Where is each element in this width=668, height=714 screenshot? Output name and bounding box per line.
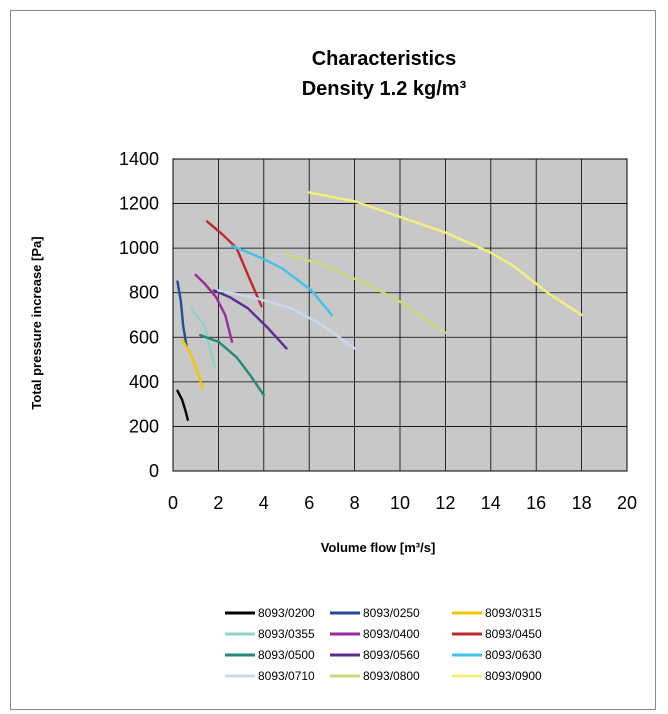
y-tick-label: 400 bbox=[129, 372, 159, 392]
y-tick-label: 1200 bbox=[119, 194, 159, 214]
series-line-8093-0800 bbox=[285, 253, 447, 334]
y-tick-label: 200 bbox=[129, 416, 159, 436]
series-line-8093-0355 bbox=[189, 307, 217, 368]
y-axis-label: Total pressure increase [Pa] bbox=[29, 236, 44, 409]
legend-entry-label: 8093/0250 bbox=[363, 606, 420, 620]
x-axis-label: Volume flow [m³/s] bbox=[321, 540, 436, 555]
legend-entry-label: 8093/0560 bbox=[363, 648, 420, 662]
legend-entry-label: 8093/0200 bbox=[258, 606, 315, 620]
series-line-8093-0250 bbox=[176, 280, 188, 348]
x-tick-label: 8 bbox=[350, 493, 360, 513]
y-tick-label: 0 bbox=[149, 461, 159, 481]
chart-title-line-2: Density 1.2 kg/m³ bbox=[302, 78, 467, 100]
series-line-8093-0200 bbox=[176, 389, 190, 421]
series-line-8093-0560 bbox=[212, 289, 288, 350]
y-tick-label: 800 bbox=[129, 283, 159, 303]
characteristics-chart: Characteristics Density 1.2 kg/m³ 0 2 4 6 8 1… bbox=[29, 48, 637, 683]
y-tick-label: 600 bbox=[129, 327, 159, 347]
series-lines bbox=[176, 191, 583, 421]
x-tick-label: 12 bbox=[435, 493, 455, 513]
legend-entry-label: 8093/0800 bbox=[363, 669, 420, 683]
legend-entry-label: 8093/0400 bbox=[363, 627, 420, 641]
x-tick-label: 2 bbox=[213, 493, 223, 513]
legend-entry-label: 8093/0450 bbox=[485, 627, 542, 641]
x-tick-label: 14 bbox=[481, 493, 501, 513]
chart-frame: Characteristics Density 1.2 kg/m³ 0 2 4 6 8 1… bbox=[10, 10, 656, 710]
x-tick-label: 6 bbox=[304, 493, 314, 513]
x-tick-label: 18 bbox=[572, 493, 592, 513]
x-tick-label: 0 bbox=[168, 493, 178, 513]
x-tick-label: 16 bbox=[526, 493, 546, 513]
legend-entry-label: 8093/0315 bbox=[485, 606, 542, 620]
x-tick-label: 20 bbox=[617, 493, 637, 513]
y-tick-label: 1400 bbox=[119, 149, 159, 169]
series-line-8093-0630 bbox=[230, 244, 334, 317]
x-tick-label: 4 bbox=[259, 493, 269, 513]
legend-entry-label: 8093/0355 bbox=[258, 627, 315, 641]
series-line-8093-0400 bbox=[194, 273, 234, 343]
legend-entry-label: 8093/0900 bbox=[485, 669, 542, 683]
x-tick-label: 10 bbox=[390, 493, 410, 513]
chart-title-line-1: Characteristics bbox=[312, 48, 457, 70]
legend: 8093/0200 8093/0250 8093/0315 8093/0355 8093… bbox=[225, 606, 542, 683]
series-line-8093-0500 bbox=[198, 333, 266, 397]
x-tick-labels: 0 2 4 6 8 10 12 14 16 18 20 bbox=[168, 493, 637, 513]
y-tick-label: 1000 bbox=[119, 238, 159, 258]
legend-entry-label: 8093/0630 bbox=[485, 648, 542, 662]
series-line-8093-0315 bbox=[180, 338, 204, 390]
y-tick-labels: 0 200 400 600 800 1000 1200 1400 bbox=[119, 149, 159, 481]
series-line-8093-0900 bbox=[308, 191, 583, 317]
series-line-8093-0710 bbox=[217, 289, 356, 350]
legend-entry-label: 8093/0710 bbox=[258, 669, 315, 683]
legend-entry-label: 8093/0500 bbox=[258, 648, 315, 662]
